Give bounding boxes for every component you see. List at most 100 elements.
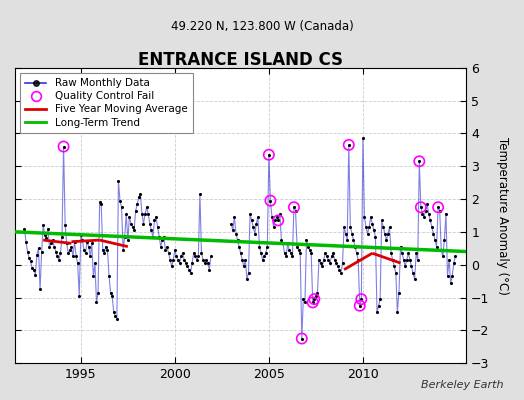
Point [404,250,412,256]
Point [373,309,381,316]
Point [121,234,129,240]
Point [187,270,195,276]
Point [415,158,423,164]
Point [232,230,240,237]
Point [348,230,356,237]
Point [39,222,47,228]
Point [388,256,397,263]
Point [443,273,452,279]
Point [342,230,350,237]
Point [331,256,339,263]
Point [332,260,341,266]
Point [310,296,319,302]
Point [379,224,387,230]
Point [166,256,174,263]
Point [369,227,378,234]
Point [350,237,358,243]
Point [316,260,325,266]
Point [451,253,460,260]
Point [398,250,406,256]
Point [279,240,287,246]
Point [59,143,68,150]
Point [371,234,379,240]
Point [326,260,334,266]
Point [382,237,390,243]
Point [450,260,458,266]
Point [86,253,94,260]
Point [117,204,126,210]
Point [261,250,270,256]
Point [168,263,176,270]
Point [83,238,91,245]
Point [58,234,66,240]
Point [84,244,93,250]
Point [73,260,82,266]
Point [401,263,409,270]
Point [384,230,392,237]
Point [124,237,132,243]
Point [446,280,455,286]
Point [122,211,130,217]
Point [415,158,423,164]
Point [92,299,101,306]
Point [417,204,425,210]
Point [171,247,179,253]
Point [182,260,190,266]
Point [196,191,204,197]
Point [94,289,102,296]
Point [266,198,275,204]
Point [20,225,29,232]
Point [53,253,61,260]
Point [185,266,193,273]
Point [385,224,394,230]
Point [315,256,323,263]
Point [435,207,444,214]
Point [353,250,361,256]
Point [105,273,113,279]
Point [304,244,312,250]
Point [24,248,32,255]
Point [193,256,201,263]
Point [141,211,149,217]
Point [180,256,189,263]
Point [235,244,243,250]
Point [351,244,359,250]
Point [376,296,384,302]
Point [40,232,49,238]
Point [191,253,200,260]
Point [108,293,116,299]
Point [177,253,185,260]
Point [183,263,192,270]
Point [130,227,138,234]
Point [380,230,389,237]
Point [432,244,441,250]
Point [190,250,198,256]
Point [102,244,110,250]
Point [263,244,271,250]
Point [146,220,154,227]
Point [442,211,450,217]
Point [309,299,317,306]
Point [239,263,248,270]
Point [66,247,74,253]
Point [227,220,235,227]
Point [346,224,355,230]
Point [111,312,119,319]
Point [298,335,306,342]
Point [70,238,79,245]
Point [135,194,143,201]
Point [36,286,44,292]
Point [357,296,366,302]
Point [260,253,268,260]
Point [250,230,259,237]
Point [434,204,442,210]
Point [320,256,328,263]
Point [283,240,292,246]
Point [199,256,207,263]
Point [399,256,408,263]
Point [417,204,425,210]
Point [423,201,431,207]
Point [413,256,422,263]
Point [176,260,184,266]
Point [34,245,42,252]
